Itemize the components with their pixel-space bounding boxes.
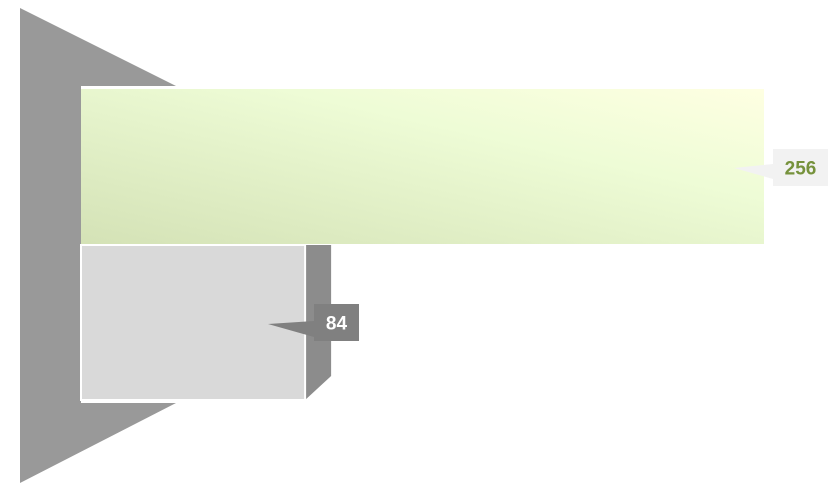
data-label-pointer [268, 321, 314, 337]
data-label: 84 [326, 314, 348, 335]
chart-wall [20, 8, 176, 483]
data-label-box [314, 304, 359, 341]
data-label-box [773, 149, 828, 186]
bar-1 [81, 89, 764, 244]
bar-2 [80, 244, 307, 401]
plot-area: 256 84 [20, 8, 828, 483]
data-label-pointer [734, 164, 773, 179]
data-label: 256 [785, 159, 817, 180]
